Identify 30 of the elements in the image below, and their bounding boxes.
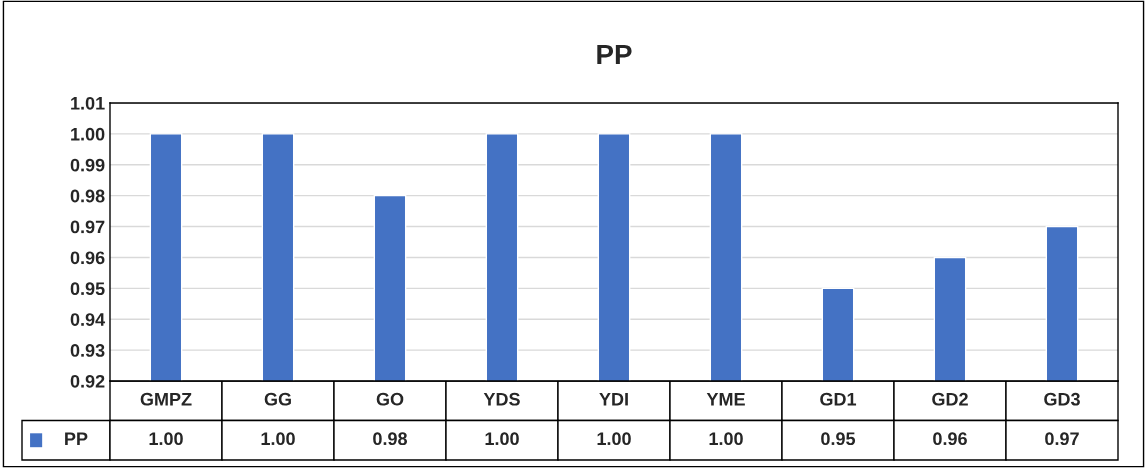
x-tick-label: GMPZ: [140, 392, 192, 406]
x-tick-label: GO: [376, 392, 404, 406]
y-tick-label: 0.95: [70, 282, 105, 296]
data-label: 0.97: [1045, 432, 1079, 446]
data-label: 0.96: [933, 432, 967, 446]
x-tick-label: GD3: [1044, 392, 1080, 406]
data-label: 1.00: [485, 432, 519, 446]
y-tick-label: 0.96: [70, 251, 105, 265]
y-tick-label: 1.01: [71, 96, 105, 110]
x-tick-label: YDS: [483, 392, 520, 406]
x-tick-label: YME: [706, 393, 745, 406]
x-tick-label: GD1: [820, 392, 857, 406]
data-label: 0.98: [373, 432, 408, 446]
y-tick-label: 0.99: [70, 158, 105, 172]
y-tick-label: 0.93: [70, 344, 105, 357]
data-label: 1.00: [261, 432, 295, 446]
y-tick-label: 0.94: [70, 313, 106, 326]
x-tick-label: GG: [264, 392, 291, 406]
data-label: 1.00: [149, 432, 183, 446]
y-tick-label: 0.92: [70, 374, 105, 388]
data-label: 0.95: [821, 432, 856, 446]
y-tick-label: 0.98: [70, 189, 105, 203]
x-tick-label: YDI: [599, 393, 628, 406]
x-tick-label: GD2: [932, 392, 968, 406]
data-label: 1.00: [597, 432, 631, 446]
data-label: 1.00: [709, 432, 743, 446]
legend-label: PP: [65, 432, 88, 445]
chart-title: PP: [597, 45, 632, 65]
y-tick-label: 0.97: [70, 220, 105, 234]
y-tick-label: 1.00: [71, 127, 105, 141]
